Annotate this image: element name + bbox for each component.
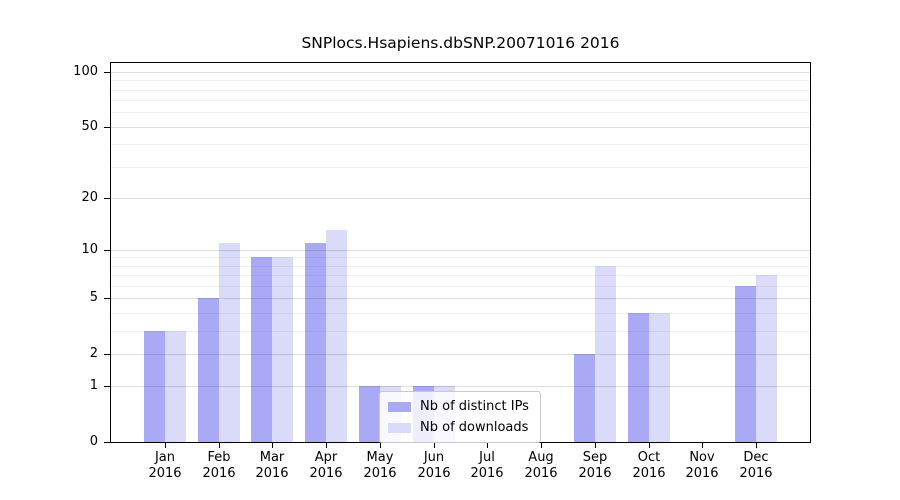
chart-title: SNPlocs.Hsapiens.dbSNP.20071016 2016 [301, 34, 620, 52]
gridline-80 [111, 90, 810, 91]
gridline-60 [111, 112, 810, 113]
y-tick-label-2: 2 [89, 346, 98, 361]
x-tick-label-mar: Mar 2016 [255, 450, 289, 481]
x-tick-mark-nov [702, 443, 703, 448]
y-tick-mark-50 [104, 127, 110, 128]
y-tick-label-100: 100 [73, 64, 98, 79]
bar-distinct-ips-apr [305, 242, 327, 442]
legend-label-ips: Nb of distinct IPs [420, 399, 529, 414]
gridline-40 [111, 144, 810, 145]
legend: Nb of distinct IPs Nb of downloads [379, 391, 541, 443]
gridline-2 [111, 354, 810, 355]
bar-distinct-ips-feb [197, 298, 219, 442]
bar-downloads-sep [594, 265, 616, 442]
y-tick-mark-10 [104, 250, 110, 251]
x-tick-mark-jun [434, 443, 435, 448]
plot-area: Nb of distinct IPs Nb of downloads [110, 62, 811, 443]
gridline-100 [111, 72, 810, 73]
x-tick-mark-jan [165, 443, 166, 448]
x-tick-label-jan: Jan 2016 [148, 450, 182, 481]
x-tick-label-may: May 2016 [363, 450, 397, 481]
bar-downloads-mar [272, 257, 294, 442]
x-tick-mark-may [380, 443, 381, 448]
y-tick-mark-1 [104, 386, 110, 387]
x-tick-mark-oct [649, 443, 650, 448]
gridline-20 [111, 198, 810, 199]
y-tick-mark-20 [104, 198, 110, 199]
legend-swatch-downloads [388, 422, 411, 433]
legend-label-downloads: Nb of downloads [420, 420, 529, 435]
gridline-1 [111, 386, 810, 387]
x-tick-mark-mar [272, 443, 273, 448]
x-tick-mark-apr [326, 443, 327, 448]
bar-downloads-jan [164, 330, 186, 442]
y-tick-label-20: 20 [81, 190, 98, 205]
bar-downloads-dec [756, 275, 778, 442]
bar-downloads-oct [648, 312, 670, 442]
x-tick-label-sep: Sep 2016 [578, 450, 612, 481]
x-tick-mark-feb [219, 443, 220, 448]
gridline-4 [111, 313, 810, 314]
legend-swatch-ips [388, 401, 411, 412]
x-tick-mark-dec [756, 443, 757, 448]
x-tick-mark-aug [541, 443, 542, 448]
bar-downloads-feb [218, 242, 240, 442]
legend-item-distinct-ips: Nb of distinct IPs [388, 399, 529, 414]
x-tick-label-oct: Oct 2016 [632, 450, 666, 481]
y-tick-mark-100 [104, 72, 110, 73]
y-tick-label-10: 10 [81, 242, 98, 257]
gridline-7 [111, 275, 810, 276]
x-tick-label-jun: Jun 2016 [417, 450, 451, 481]
legend-item-downloads: Nb of downloads [388, 420, 529, 435]
gridline-5 [111, 298, 810, 299]
y-tick-label-50: 50 [81, 119, 98, 134]
gridline-50 [111, 127, 810, 128]
x-tick-label-apr: Apr 2016 [309, 450, 343, 481]
x-tick-label-nov: Nov 2016 [685, 450, 719, 481]
x-tick-label-jul: Jul 2016 [470, 450, 504, 481]
x-tick-mark-sep [595, 443, 596, 448]
gridline-6 [111, 286, 810, 287]
x-tick-label-dec: Dec 2016 [739, 450, 773, 481]
x-tick-label-aug: Aug 2016 [524, 450, 558, 481]
bar-distinct-ips-mar [251, 257, 273, 442]
y-tick-mark-5 [104, 298, 110, 299]
y-tick-label-1: 1 [89, 378, 98, 393]
bar-distinct-ips-jan [143, 330, 165, 442]
y-tick-mark-0 [104, 442, 110, 443]
gridline-3 [111, 331, 810, 332]
bar-distinct-ips-sep [573, 353, 595, 442]
gridline-30 [111, 167, 810, 168]
bar-distinct-ips-may [358, 386, 380, 442]
bar-downloads-apr [326, 230, 348, 442]
gridline-9 [111, 257, 810, 258]
x-tick-mark-jul [487, 443, 488, 448]
bar-distinct-ips-dec [735, 286, 757, 442]
y-tick-mark-2 [104, 354, 110, 355]
y-tick-label-0: 0 [89, 434, 98, 449]
gridline-90 [111, 80, 810, 81]
gridline-70 [111, 100, 810, 101]
bar-distinct-ips-oct [627, 312, 649, 442]
x-tick-label-feb: Feb 2016 [202, 450, 236, 481]
gridline-8 [111, 266, 810, 267]
y-tick-label-5: 5 [89, 290, 98, 305]
gridline-10 [111, 250, 810, 251]
